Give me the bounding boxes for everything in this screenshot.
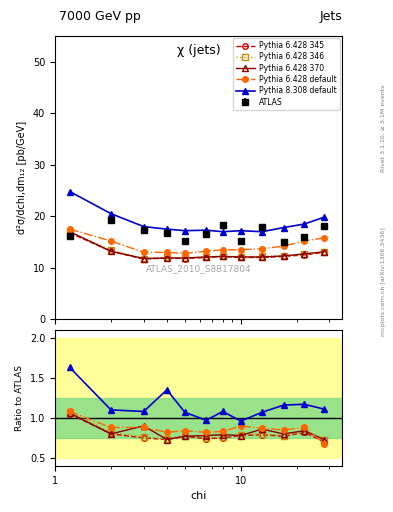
Pythia 6.428 370 bbox=[260, 254, 264, 260]
Y-axis label: Ratio to ATLAS: Ratio to ATLAS bbox=[15, 365, 24, 431]
Text: χ (jets): χ (jets) bbox=[176, 45, 220, 57]
Pythia 6.428 346 bbox=[260, 253, 264, 260]
Pythia 6.428 default bbox=[182, 250, 187, 257]
Pythia 6.428 345 bbox=[220, 253, 225, 260]
Pythia 6.428 default bbox=[220, 247, 225, 253]
Pythia 6.428 345 bbox=[182, 255, 187, 262]
Legend: Pythia 6.428 345, Pythia 6.428 346, Pythia 6.428 370, Pythia 6.428 default, Pyth: Pythia 6.428 345, Pythia 6.428 346, Pyth… bbox=[233, 38, 340, 110]
Pythia 6.428 370 bbox=[281, 253, 286, 259]
Pythia 6.428 default bbox=[108, 238, 113, 244]
Pythia 6.428 345 bbox=[108, 248, 113, 254]
Pythia 6.428 370 bbox=[182, 255, 187, 261]
Pythia 6.428 default bbox=[165, 249, 169, 255]
Line: Pythia 6.428 370: Pythia 6.428 370 bbox=[67, 229, 327, 261]
Pythia 6.428 346 bbox=[239, 254, 243, 260]
Pythia 8.308 default bbox=[260, 229, 264, 235]
Pythia 8.308 default bbox=[141, 224, 146, 230]
Pythia 6.428 370 bbox=[108, 248, 113, 254]
Line: Pythia 6.428 345: Pythia 6.428 345 bbox=[67, 230, 327, 262]
Pythia 8.308 default bbox=[204, 227, 208, 233]
Bar bbox=[55, 398, 342, 438]
Pythia 8.308 default bbox=[302, 221, 307, 227]
Pythia 6.428 345 bbox=[141, 256, 146, 262]
Pythia 6.428 370 bbox=[141, 255, 146, 262]
Pythia 6.428 default bbox=[67, 226, 72, 232]
Pythia 6.428 370 bbox=[220, 253, 225, 260]
Pythia 8.308 default bbox=[239, 228, 243, 234]
Pythia 6.428 default bbox=[260, 246, 264, 252]
Pythia 6.428 370 bbox=[67, 229, 72, 235]
Pythia 6.428 346 bbox=[67, 229, 72, 235]
Pythia 6.428 345 bbox=[260, 254, 264, 261]
Pythia 6.428 346 bbox=[281, 253, 286, 259]
Pythia 8.308 default bbox=[165, 226, 169, 232]
Pythia 6.428 default bbox=[204, 248, 208, 254]
Text: Jets: Jets bbox=[319, 10, 342, 23]
Pythia 6.428 370 bbox=[302, 251, 307, 257]
Line: Pythia 6.428 346: Pythia 6.428 346 bbox=[67, 229, 327, 261]
Pythia 6.428 346 bbox=[108, 247, 113, 253]
Pythia 8.308 default bbox=[108, 210, 113, 217]
Pythia 6.428 345 bbox=[239, 254, 243, 261]
Pythia 6.428 345 bbox=[165, 255, 169, 261]
Pythia 6.428 345 bbox=[302, 252, 307, 258]
Line: Pythia 6.428 default: Pythia 6.428 default bbox=[67, 226, 327, 256]
Pythia 6.428 346 bbox=[321, 249, 326, 255]
Bar bbox=[55, 338, 342, 458]
Pythia 6.428 346 bbox=[204, 254, 208, 260]
Pythia 6.428 default bbox=[239, 247, 243, 253]
Pythia 8.308 default bbox=[182, 228, 187, 234]
Pythia 6.428 346 bbox=[165, 254, 169, 261]
Text: mcplots.cern.ch [arXiv:1306.3436]: mcplots.cern.ch [arXiv:1306.3436] bbox=[381, 227, 386, 336]
Pythia 6.428 default bbox=[321, 235, 326, 241]
Pythia 6.428 345 bbox=[281, 253, 286, 260]
Pythia 6.428 default bbox=[141, 249, 146, 255]
Pythia 6.428 370 bbox=[239, 254, 243, 260]
Pythia 6.428 370 bbox=[165, 255, 169, 261]
Pythia 6.428 default bbox=[302, 238, 307, 244]
Text: ATLAS_2010_S8817804: ATLAS_2010_S8817804 bbox=[146, 264, 251, 273]
Pythia 6.428 default bbox=[281, 243, 286, 249]
Text: 7000 GeV pp: 7000 GeV pp bbox=[59, 10, 141, 23]
Pythia 6.428 346 bbox=[182, 255, 187, 261]
Pythia 6.428 346 bbox=[220, 253, 225, 259]
Pythia 6.428 346 bbox=[141, 255, 146, 262]
Line: Pythia 8.308 default: Pythia 8.308 default bbox=[67, 189, 327, 234]
Text: Rivet 3.1.10, ≥ 3.1M events: Rivet 3.1.10, ≥ 3.1M events bbox=[381, 84, 386, 172]
Pythia 8.308 default bbox=[281, 225, 286, 231]
Pythia 6.428 345 bbox=[321, 249, 326, 255]
Pythia 6.428 345 bbox=[204, 254, 208, 261]
Pythia 6.428 345 bbox=[67, 230, 72, 236]
X-axis label: chi: chi bbox=[190, 491, 207, 501]
Pythia 8.308 default bbox=[321, 214, 326, 220]
Pythia 6.428 370 bbox=[321, 249, 326, 255]
Y-axis label: d²σ/dchi,dm₁₂ [pb/GeV]: d²σ/dchi,dm₁₂ [pb/GeV] bbox=[17, 121, 28, 234]
Pythia 8.308 default bbox=[67, 188, 72, 195]
Pythia 6.428 346 bbox=[302, 251, 307, 258]
Pythia 6.428 370 bbox=[204, 254, 208, 260]
Pythia 8.308 default bbox=[220, 229, 225, 235]
